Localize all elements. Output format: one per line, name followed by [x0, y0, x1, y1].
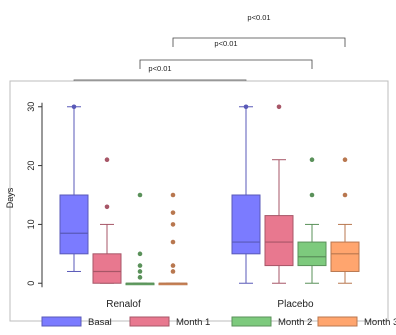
outlier-renalof-month-2-0	[137, 275, 143, 280]
outlier-renalof-month-2-2	[137, 263, 143, 268]
legend-label-month-2: Month 2	[278, 317, 312, 328]
box-renalof-month-2	[125, 192, 155, 286]
outlier-placebo-month-3-0	[342, 192, 348, 198]
y-axis: 0 10 20 30	[26, 102, 43, 288]
p-value-label-3: p<0.01	[247, 13, 270, 22]
outlier-renalof-month-2-1	[137, 269, 143, 274]
outlier-renalof-basal-0	[71, 104, 77, 110]
legend-label-month-1: Month 1	[176, 317, 210, 328]
iqr-placebo-month-3	[330, 241, 360, 272]
outlier-placebo-month-2-0	[309, 192, 315, 198]
iqr-renalof-basal	[59, 194, 89, 255]
legend-label-month-3: Month 3	[364, 317, 396, 328]
group-label-placebo: Placebo	[277, 299, 314, 310]
significance-bracket-3: p<0.01	[172, 13, 346, 47]
y-tick-label-20: 20	[26, 161, 36, 171]
box-series	[59, 104, 360, 286]
box-placebo-basal	[231, 104, 261, 284]
y-tick-label-30: 30	[26, 102, 36, 112]
legend-swatch-month-1	[129, 316, 170, 327]
outlier-renalof-month-3-3	[170, 222, 176, 227]
legend-label-basal: Basal	[88, 317, 112, 328]
outlier-renalof-month-3-1	[170, 263, 176, 268]
significance-brackets: p<0.01 p<0.01 p<0.01	[73, 13, 346, 89]
outlier-renalof-month-3-0	[170, 269, 176, 274]
legend: Basal Month 1 Month 2 Month 3	[41, 316, 396, 328]
box-placebo-month-3	[330, 157, 360, 284]
box-placebo-month-2	[297, 157, 327, 284]
y-tick-label-0: 0	[26, 281, 36, 286]
outlier-placebo-basal-0	[243, 104, 249, 110]
box-placebo-month-1	[264, 104, 294, 284]
box-renalof-month-3	[158, 192, 188, 286]
legend-swatch-month-2	[231, 316, 272, 327]
outlier-renalof-month-1-1	[104, 157, 110, 163]
outlier-renalof-month-3-2	[170, 239, 176, 245]
y-axis-title: Days	[5, 187, 15, 208]
significance-bracket-2: p<0.01	[139, 39, 313, 69]
group-label-renalof: Renalof	[106, 299, 141, 310]
outlier-renalof-month-2-3	[137, 251, 143, 257]
box-renalof-basal	[59, 104, 89, 272]
legend-swatch-basal	[41, 316, 82, 327]
outlier-placebo-month-3-1	[342, 157, 348, 163]
y-tick-label-10: 10	[26, 219, 36, 229]
bracket-line-3	[172, 37, 346, 47]
iqr-placebo-month-1	[264, 215, 294, 267]
bracket-line-2	[139, 59, 313, 69]
iqr-placebo-month-2	[297, 241, 327, 267]
outlier-renalof-month-3-5	[170, 192, 176, 198]
outlier-renalof-month-3-4	[170, 210, 176, 215]
outlier-placebo-month-2-1	[309, 157, 315, 163]
iqr-placebo-basal	[231, 194, 261, 255]
legend-swatch-month-3	[317, 316, 358, 327]
p-value-label-2: p<0.01	[214, 39, 237, 48]
iqr-renalof-month-1	[92, 253, 122, 284]
group-labels: Renalof Placebo	[106, 299, 314, 310]
outlier-renalof-month-1-0	[104, 204, 110, 210]
outlier-renalof-month-2-4	[137, 192, 143, 198]
outlier-placebo-month-1-0	[276, 104, 282, 110]
p-value-label-1: p<0.01	[148, 64, 171, 73]
box-renalof-month-1	[92, 157, 122, 284]
